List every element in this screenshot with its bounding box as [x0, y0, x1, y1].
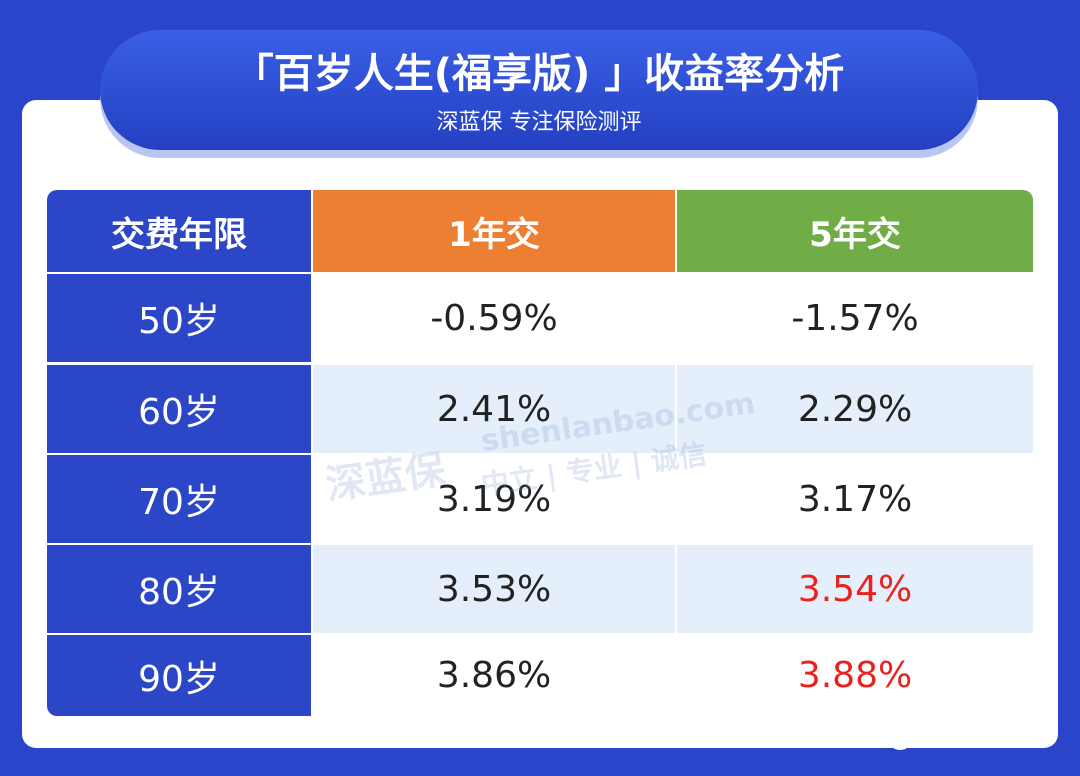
- row-label: 50岁: [47, 274, 311, 362]
- table-cell: 3.17%: [677, 455, 1033, 543]
- title-banner: 「百岁人生(福享版) 」收益率分析 深蓝保 专注保险测评: [100, 30, 978, 150]
- table-cell: 3.88%: [677, 635, 1033, 716]
- table: 交费年限 1年交 5年交 50岁 -0.59% -1.57% 60岁 2.41% 2.29% 70…: [47, 190, 1033, 716]
- column-header: 5年交: [677, 190, 1033, 272]
- table-cell: 2.41%: [313, 365, 675, 453]
- column-header: 交费年限: [47, 190, 311, 272]
- table-cell: 3.54%: [677, 545, 1033, 633]
- table-cell: 3.86%: [313, 635, 675, 716]
- table-cell: -1.57%: [677, 274, 1033, 362]
- footer: 知乎 @深蓝保测评: [821, 719, 1054, 752]
- row-label: 70岁: [47, 455, 311, 543]
- row-label: 80岁: [47, 545, 311, 633]
- row-label: 90岁: [47, 635, 311, 716]
- title: 「百岁人生(福享版) 」收益率分析: [233, 51, 845, 97]
- column-header: 1年交: [313, 190, 675, 272]
- row-label: 60岁: [47, 365, 311, 453]
- table-cell: 3.19%: [313, 455, 675, 543]
- table-cell: -0.59%: [313, 274, 675, 362]
- subtitle: 深蓝保 专注保险测评: [436, 110, 642, 135]
- table-cell: 2.29%: [677, 365, 1033, 453]
- table-cell: 3.53%: [313, 545, 675, 633]
